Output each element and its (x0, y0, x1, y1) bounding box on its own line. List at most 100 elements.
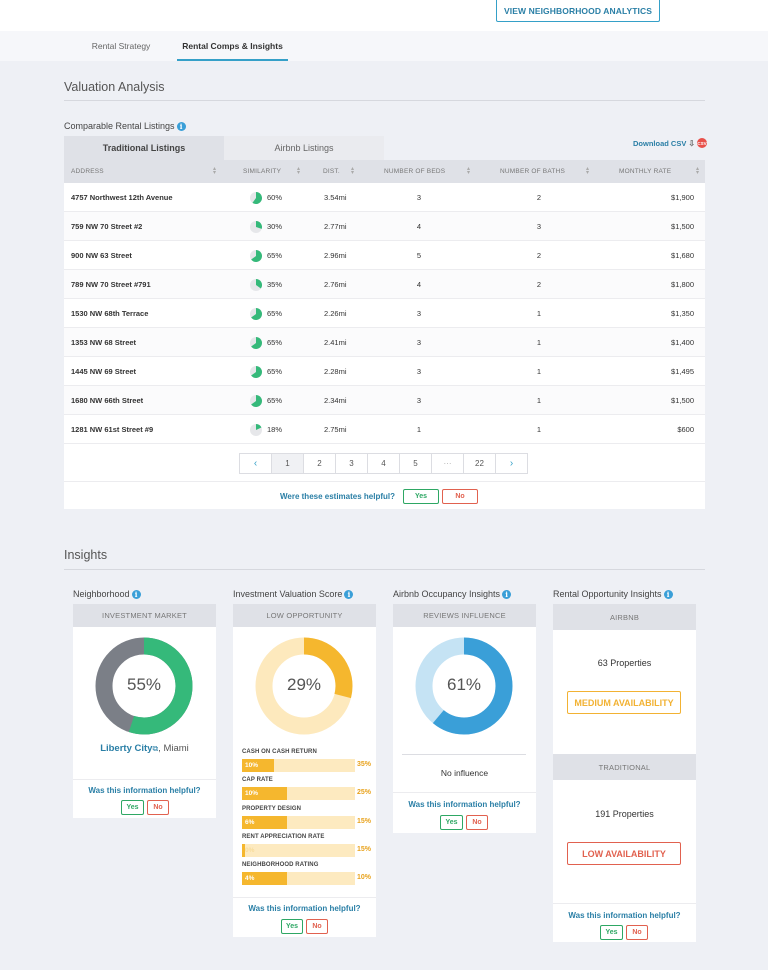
metric-value: 0% (245, 846, 255, 854)
download-csv-link[interactable]: Download CSV ⇩ CSV (633, 138, 708, 148)
page-button[interactable]: 5 (399, 453, 432, 474)
address-cell: 1445 NW 69 Street (71, 367, 137, 376)
sort-icon[interactable]: ▴ ▾ (351, 166, 355, 176)
table-row[interactable]: 1530 NW 68th Terrace 65% 2.26mi 3 1 $1,350 (64, 299, 705, 328)
table-header: ADDRESS ▴ ▾ SIMILARITY ▴ ▾ DIST. ▴ ▾ NUMBER… (64, 160, 705, 183)
table-row[interactable]: 759 NW 70 Street #2 30% 2.77mi 4 3 $1,500 (64, 212, 705, 241)
beds-cell: 3 (416, 367, 422, 376)
metric-max: 25% (357, 789, 372, 797)
table-row[interactable]: 1680 NW 66th Street 65% 2.34mi 3 1 $1,500 (64, 386, 705, 415)
similarity-value: 60% (267, 193, 283, 202)
yes-button[interactable]: Yes (403, 489, 439, 504)
info-icon[interactable]: i (502, 590, 512, 600)
table-row[interactable]: 1281 NW 61st Street #9 18% 2.75mi 1 1 $600 (64, 415, 705, 444)
sort-icon[interactable]: ▴ ▾ (467, 166, 471, 176)
page-button[interactable]: 3 (335, 453, 368, 474)
info-icon[interactable]: i (344, 590, 354, 600)
investment-market-header: INVESTMENT MARKET (73, 604, 216, 627)
rate-cell: $1,500 (671, 222, 694, 231)
traditional-header: TRADITIONAL (553, 754, 696, 780)
address-cell: 759 NW 70 Street #2 (71, 222, 143, 231)
rate-cell: $1,400 (671, 338, 694, 347)
external-link-icon[interactable]: ⧉ (152, 744, 159, 753)
dist-cell: 2.96mi (324, 251, 347, 260)
col-beds[interactable]: NUMBER OF BEDS (384, 168, 446, 175)
similarity-pie-icon (250, 191, 262, 204)
baths-cell: 1 (536, 309, 542, 318)
table-row[interactable]: 1445 NW 69 Street 65% 2.28mi 3 1 $1,495 (64, 357, 705, 386)
metric-label: NEIGHBORHOOD RATING (242, 862, 319, 869)
col-baths[interactable]: NUMBER OF BATHS (500, 168, 565, 175)
table-row[interactable]: 4757 Northwest 12th Avenue 60% 3.54mi 3 2 $1,… (64, 183, 705, 212)
next-page-button[interactable]: › (495, 453, 528, 474)
page-button[interactable]: 22 (463, 453, 496, 474)
page-button[interactable]: 4 (367, 453, 400, 474)
yes-button[interactable]: Yes (281, 919, 303, 934)
yes-button[interactable]: Yes (600, 925, 623, 940)
metric-label: RENT APPRECIATION RATE (242, 833, 325, 840)
yes-button[interactable]: Yes (440, 815, 463, 830)
table-row[interactable]: 789 NW 70 Street #791 35% 2.76mi 4 2 $1,800 (64, 270, 705, 299)
no-button[interactable]: No (466, 815, 488, 830)
page-button[interactable]: 1 (271, 453, 304, 474)
similarity-pie-icon (250, 307, 262, 320)
yes-button[interactable]: Yes (121, 800, 144, 815)
table-row[interactable]: 900 NW 63 Street 65% 2.96mi 5 2 $1,680 (64, 241, 705, 270)
prev-page-button[interactable]: ‹ (239, 453, 272, 474)
donut-fill (415, 637, 513, 735)
download-csv-label: Download CSV (633, 138, 687, 148)
tab-rental-comps-insights[interactable]: Rental Comps & Insights (177, 31, 288, 61)
beds-cell: 4 (416, 280, 422, 289)
baths-cell: 2 (536, 193, 542, 202)
tab-traditional-listings[interactable]: Traditional Listings (64, 136, 224, 160)
tab-airbnb-listings[interactable]: Airbnb Listings (224, 136, 384, 160)
sort-icon[interactable]: ▴ ▾ (696, 166, 700, 176)
metric-max: 15% (357, 817, 372, 825)
table-row[interactable]: 1353 NW 68 Street 65% 2.41mi 3 1 $1,400 (64, 328, 705, 357)
metric-max: 35% (357, 761, 372, 768)
page-button[interactable]: 2 (303, 453, 336, 474)
col-monthly-rate[interactable]: MONTHLY RATE (619, 168, 672, 175)
col-address[interactable]: ADDRESS (71, 168, 104, 175)
metric-bar-fill: 6% (242, 815, 288, 829)
no-button[interactable]: No (306, 919, 328, 934)
divider (233, 897, 376, 898)
info-icon[interactable]: i (131, 590, 141, 600)
rate-cell: $1,495 (671, 367, 694, 376)
beds-cell: 3 (416, 309, 422, 318)
view-neighborhood-analytics-button[interactable]: VIEW NEIGHBORHOOD ANALYTICS (496, 0, 660, 22)
metric-bar-fill: 0% (242, 843, 254, 857)
sort-icon[interactable]: ▴ ▾ (297, 166, 301, 176)
sort-icon[interactable]: ▴ ▾ (586, 166, 590, 176)
no-button[interactable]: No (147, 800, 169, 815)
valuation-score-helpful-question: Was this information helpful? (248, 904, 361, 913)
col-dist[interactable]: DIST. (323, 168, 340, 175)
tab-rental-strategy[interactable]: Rental Strategy (91, 41, 151, 51)
metric-max: 15% (357, 845, 372, 853)
similarity-value: 65% (267, 338, 283, 347)
occupancy-helpful-question: Was this information helpful? (408, 800, 521, 809)
neighborhood-donut (95, 637, 193, 735)
beds-cell: 5 (416, 251, 422, 260)
neighborhood-helpful-question: Was this information helpful? (88, 786, 201, 795)
estimates-helpful-question: Were these estimates helpful? (280, 492, 395, 501)
divider (64, 100, 705, 101)
liberty-city-link[interactable]: Liberty City (100, 743, 153, 754)
similarity-cell: 65% (250, 241, 310, 270)
similarity-cell: 65% (250, 357, 310, 386)
comparable-listings-heading: Comparable Rental Listings i (64, 121, 186, 132)
sort-icon[interactable]: ▴ ▾ (213, 166, 217, 176)
no-button[interactable]: No (442, 489, 478, 504)
similarity-pie-icon (250, 278, 262, 291)
info-icon[interactable]: i (663, 590, 673, 600)
similarity-pie-icon (250, 249, 262, 262)
rate-cell: $1,500 (671, 396, 694, 405)
info-icon[interactable]: i (176, 122, 186, 132)
listing-tabs: Traditional Listings Airbnb Listings (64, 136, 384, 160)
similarity-cell: 65% (250, 328, 310, 357)
rate-cell: $1,350 (671, 309, 694, 318)
traditional-count: 191 Properties (595, 809, 654, 819)
address-cell: 1281 NW 61st Street #9 (71, 425, 154, 434)
col-similarity[interactable]: SIMILARITY (243, 168, 282, 175)
no-button[interactable]: No (626, 925, 648, 940)
